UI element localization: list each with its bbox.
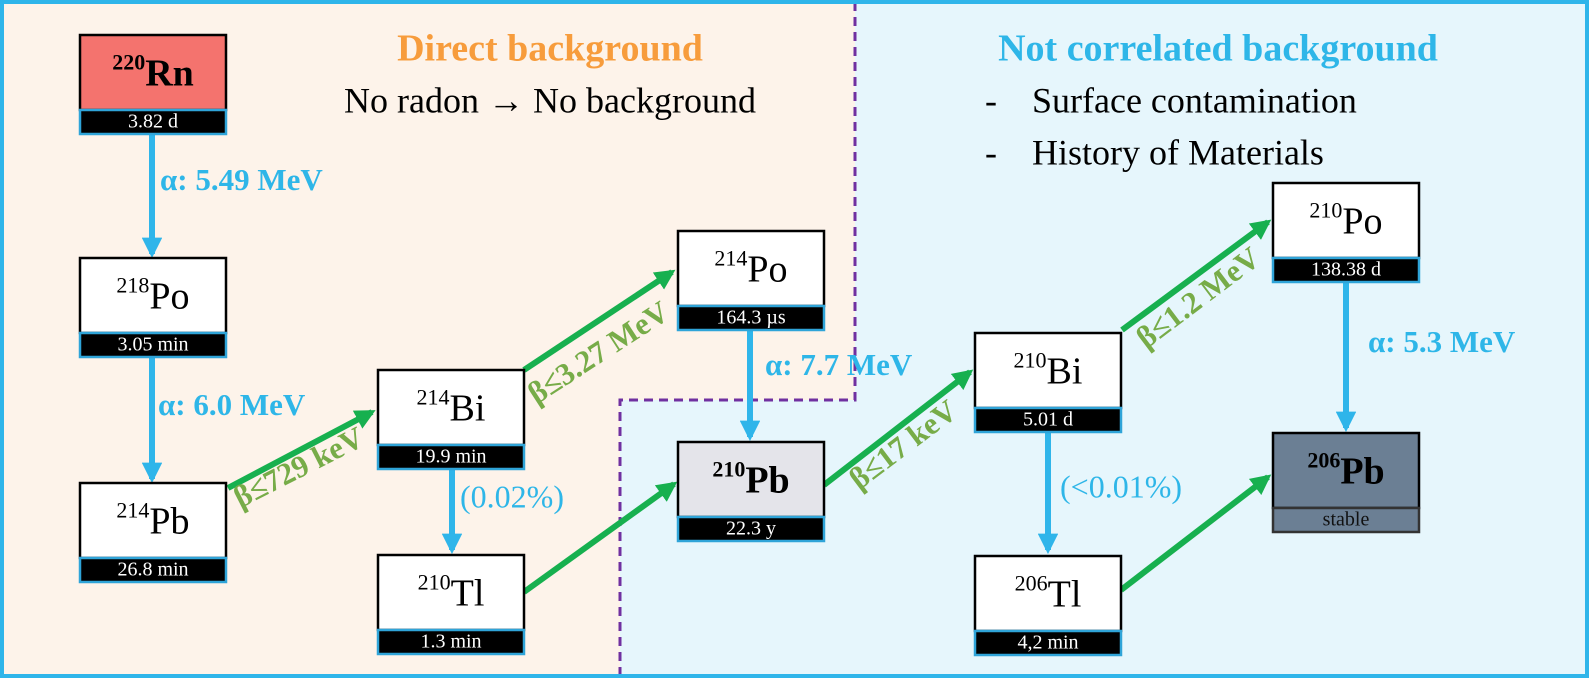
mass-number: 210: [712, 457, 745, 482]
half-life-bar: [676, 515, 826, 543]
half-life-bar: [676, 304, 826, 332]
element-symbol: Pb: [1340, 450, 1384, 492]
half-life: 1.3 min: [420, 631, 481, 653]
nuclide-label: 214Bi: [417, 385, 486, 430]
nuclide-node: 214Po 164.3 µs: [676, 229, 826, 332]
decay-label: α: 7.7 MeV: [765, 347, 913, 382]
half-life: 3.05 min: [117, 334, 188, 356]
nuclide-label: 210Po: [1309, 198, 1382, 243]
half-life: 3.82 d: [128, 111, 178, 133]
decay-arrow: [522, 481, 678, 595]
nuclide-node: 210Bi 5.01 d: [973, 331, 1123, 434]
right-title: Not correlated background: [998, 28, 1438, 70]
nuclide-label: 220Rn: [112, 50, 194, 95]
half-life: 22.3 y: [726, 518, 776, 540]
bullet-marker: -: [985, 132, 997, 172]
half-life-bar: [376, 443, 526, 471]
mass-number: 214: [714, 246, 747, 271]
decay-label: α: 6.0 MeV: [158, 387, 306, 422]
nuclide-node: 210Tl 1.3 min: [376, 553, 526, 656]
half-life: 19.9 min: [415, 446, 486, 468]
nuclide-node: 210Po 138.38 d: [1271, 181, 1421, 284]
element-symbol: Bi: [450, 387, 486, 429]
nuclide-node: 214Bi 19.9 min: [376, 368, 526, 471]
element-symbol: Bi: [1047, 350, 1083, 392]
mass-number: 210: [1014, 348, 1047, 373]
decay-label: α: 5.49 MeV: [160, 162, 323, 197]
half-life-bar: [1271, 256, 1421, 284]
half-life: 26.8 min: [117, 559, 188, 581]
decay-label: (<0.01%): [1060, 468, 1182, 504]
nuclide-label: 218Po: [116, 273, 189, 318]
mass-number: 206: [1307, 448, 1340, 473]
left-subtitle: No radon → No background: [344, 80, 756, 120]
mass-number: 214: [116, 498, 149, 523]
nuclide-box: [676, 440, 826, 519]
decay-label: α: 5.3 MeV: [1368, 324, 1516, 359]
element-symbol: Tl: [451, 572, 485, 614]
decay-label: (0.02%): [460, 478, 564, 514]
nuclide-node: 214Pb 26.8 min: [78, 481, 228, 584]
nuclide-label: 206Tl: [1015, 571, 1082, 616]
half-life: 164.3 µs: [716, 307, 786, 329]
decay-arrow: [522, 269, 676, 373]
half-life-bar: [78, 556, 228, 584]
decay-arrow: [822, 369, 974, 488]
region-divider: [618, 2, 857, 676]
element-symbol: Po: [1342, 200, 1382, 242]
decay-arrow: [226, 409, 376, 491]
nuclide-node: 220Rn 3.82 d: [78, 33, 228, 136]
nuclide-label: 206Pb: [1307, 448, 1384, 493]
half-life-bar: [78, 108, 228, 136]
nuclide-label: 210Tl: [418, 570, 485, 615]
half-life-bar: [973, 406, 1123, 434]
nuclide-label: 214Pb: [116, 498, 189, 543]
nuclide-label: 210Bi: [1014, 348, 1083, 393]
element-symbol: Pb: [149, 500, 189, 542]
nuclide-box: [78, 256, 228, 335]
mass-number: 210: [1309, 198, 1342, 223]
half-life: 138.38 d: [1311, 259, 1381, 281]
nuclide-node: 206Pb stable: [1271, 431, 1421, 534]
half-life: stable: [1323, 509, 1370, 531]
mass-number: 206: [1015, 571, 1048, 596]
element-symbol: Rn: [145, 52, 194, 94]
nuclide-box: [376, 368, 526, 447]
bullet-text: Surface contamination: [1032, 80, 1357, 120]
half-life-bar: [1271, 506, 1421, 534]
mass-number: 210: [418, 570, 451, 595]
bullet-marker: -: [985, 80, 997, 120]
element-symbol: Pb: [745, 459, 789, 501]
nuclide-node: 210Pb 22.3 y: [676, 440, 826, 543]
half-life: 5.01 d: [1023, 409, 1073, 431]
mass-number: 220: [112, 50, 145, 75]
nuclide-box: [973, 554, 1123, 633]
element-symbol: Tl: [1048, 573, 1082, 615]
decay-arrow: [1120, 219, 1272, 333]
half-life-bar: [78, 331, 228, 359]
nuclide-node: 206Tl 4,2 min: [973, 554, 1123, 657]
left-title: Direct background: [397, 28, 703, 70]
nuclide-box: [1271, 431, 1421, 510]
mass-number: 214: [417, 385, 450, 410]
mass-number: 218: [116, 273, 149, 298]
half-life: 4,2 min: [1017, 632, 1078, 654]
decay-arrow: [1119, 474, 1272, 593]
element-symbol: Po: [747, 248, 787, 290]
half-life-bar: [973, 629, 1123, 657]
nuclide-label: 214Po: [714, 246, 787, 291]
nuclide-box: [1271, 181, 1421, 260]
nuclide-label: 210Pb: [712, 457, 789, 502]
nuclide-node: 218Po 3.05 min: [78, 256, 228, 359]
element-symbol: Po: [149, 275, 189, 317]
bullet-text: History of Materials: [1032, 132, 1324, 172]
half-life-bar: [376, 628, 526, 656]
